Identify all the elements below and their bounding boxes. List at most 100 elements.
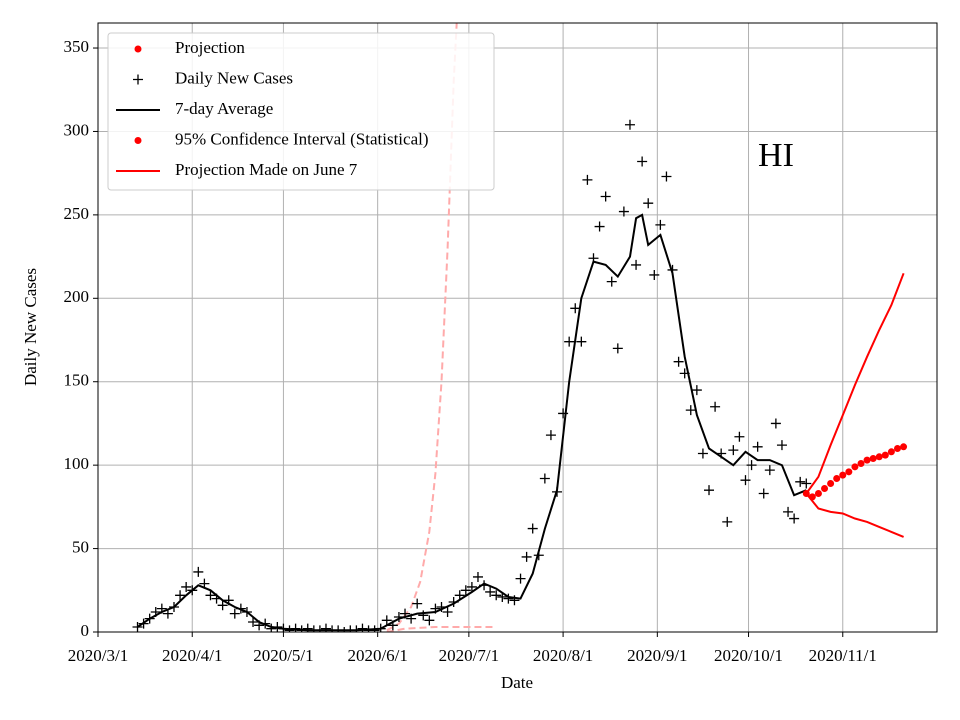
projection-dot — [839, 471, 847, 479]
projection-dot — [814, 490, 822, 498]
case-marker — [138, 618, 149, 629]
line — [805, 272, 905, 495]
case-marker — [795, 476, 806, 487]
case-marker — [460, 585, 471, 596]
case-marker — [430, 603, 441, 614]
case-marker — [479, 580, 490, 591]
x-tick-label: 2020/9/1 — [627, 646, 687, 665]
case-marker — [381, 615, 392, 626]
case-marker — [400, 608, 411, 619]
case-marker — [789, 513, 800, 524]
projection-dot — [827, 480, 835, 488]
case-marker — [497, 591, 508, 602]
legend-label: 7-day Average — [175, 99, 273, 118]
legend-label: Daily New Cases — [175, 68, 293, 87]
case-marker — [241, 606, 252, 617]
case-marker — [716, 448, 727, 459]
case-marker — [545, 430, 556, 441]
line — [386, 626, 494, 632]
case-marker — [406, 613, 417, 624]
projection-dot — [821, 485, 829, 493]
case-marker — [582, 174, 593, 185]
case-marker — [655, 219, 666, 230]
case-marker — [539, 473, 550, 484]
case-marker — [552, 486, 563, 497]
case-marker — [491, 590, 502, 601]
case-marker — [448, 596, 459, 607]
projection-dot — [851, 463, 859, 471]
case-marker — [679, 368, 690, 379]
y-tick-label: 100 — [64, 454, 90, 473]
y-tick-label: 150 — [64, 371, 90, 390]
case-marker — [503, 593, 514, 604]
case-marker — [758, 488, 769, 499]
case-marker — [558, 408, 569, 419]
case-marker — [193, 566, 204, 577]
case-marker — [722, 516, 733, 527]
case-marker — [728, 445, 739, 456]
case-marker — [223, 595, 234, 606]
case-marker — [187, 585, 198, 596]
case-marker — [314, 625, 325, 632]
case-marker — [801, 478, 812, 489]
case-marker — [576, 336, 587, 347]
case-marker — [339, 627, 350, 632]
case-marker — [162, 608, 173, 619]
case-marker — [624, 119, 635, 130]
x-tick-label: 2020/4/1 — [162, 646, 222, 665]
x-tick-label: 2020/11/1 — [809, 646, 877, 665]
case-marker — [150, 606, 161, 617]
y-tick-label: 50 — [72, 537, 89, 556]
case-marker — [199, 578, 210, 589]
x-axis-label: Date — [501, 673, 533, 692]
case-marker — [631, 259, 642, 270]
case-marker — [637, 156, 648, 167]
projection-dot — [802, 490, 810, 498]
projection-dot — [893, 444, 901, 452]
case-marker — [211, 593, 222, 604]
case-marker — [235, 603, 246, 614]
x-tick-label: 2020/3/1 — [68, 646, 128, 665]
x-tick-label: 2020/7/1 — [439, 646, 499, 665]
case-marker — [588, 253, 599, 264]
projection-dot — [869, 454, 877, 462]
case-marker — [673, 356, 684, 367]
case-marker — [776, 440, 787, 451]
case-marker — [436, 601, 447, 612]
legend-box — [107, 32, 495, 191]
case-marker — [704, 485, 715, 496]
case-marker — [527, 523, 538, 534]
case-marker — [643, 198, 654, 209]
case-marker — [296, 625, 307, 632]
case-marker — [412, 598, 423, 609]
case-marker — [472, 571, 483, 582]
case-marker — [521, 551, 532, 562]
case-marker — [612, 343, 623, 354]
case-marker — [156, 603, 167, 614]
case-marker — [600, 191, 611, 202]
case-marker — [254, 620, 265, 631]
case-marker — [132, 621, 143, 632]
case-marker — [175, 590, 186, 601]
case-marker — [217, 600, 228, 611]
case-marker — [248, 616, 259, 627]
case-marker — [168, 601, 179, 612]
legend-marker — [134, 45, 142, 53]
legend-label: 95% Confidence Interval (Statistical) — [175, 129, 429, 148]
case-marker — [442, 606, 453, 617]
case-marker — [764, 465, 775, 476]
projection-dot — [900, 443, 908, 451]
case-marker — [752, 441, 763, 452]
case-marker — [260, 618, 271, 629]
case-marker — [387, 620, 398, 631]
case-marker — [734, 431, 745, 442]
legend: Projection Daily New Cases 7-day Average 95… — [107, 32, 495, 191]
case-marker — [618, 206, 629, 217]
case-marker — [667, 264, 678, 275]
case-marker — [685, 405, 696, 416]
projection-dot — [875, 453, 883, 461]
projection-dot — [845, 468, 853, 476]
case-marker — [418, 610, 429, 621]
case-marker — [515, 573, 526, 584]
